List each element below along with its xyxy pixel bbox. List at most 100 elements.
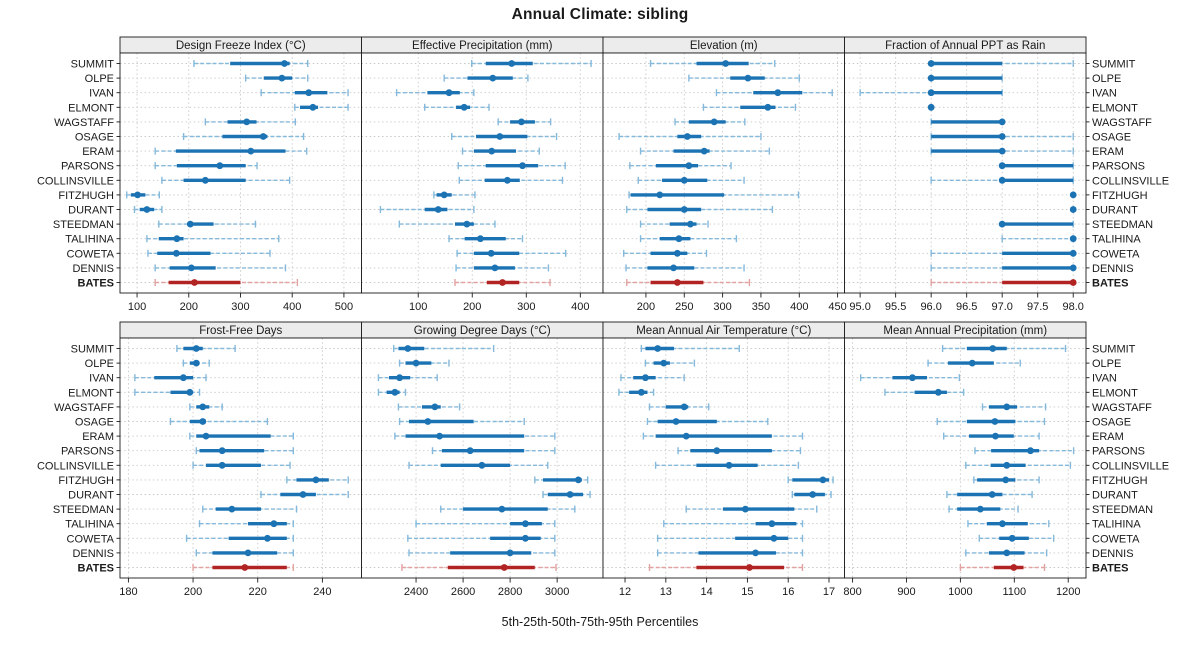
median-dot xyxy=(218,461,226,469)
site-label-right: DENNIS xyxy=(1092,263,1134,275)
median-dot xyxy=(670,264,677,272)
median-dot xyxy=(770,534,778,542)
median-dot xyxy=(991,418,999,425)
median-dot xyxy=(927,74,935,82)
median-dot xyxy=(259,133,267,140)
median-dot xyxy=(434,206,442,213)
site-label-right: ERAM xyxy=(1092,146,1124,158)
median-dot xyxy=(566,491,574,498)
median-dot xyxy=(989,345,997,352)
site-label-left: COWETA xyxy=(67,533,115,545)
site-label-right: FITZHUGH xyxy=(1092,190,1148,202)
site-label-left: PARSONS xyxy=(61,446,114,458)
median-dot xyxy=(312,476,320,484)
site-label-right: COWETA xyxy=(1092,248,1140,260)
panel-bg xyxy=(844,338,1086,578)
site-label-left: BATES xyxy=(78,563,114,575)
median-dot xyxy=(518,118,525,126)
median-dot xyxy=(642,374,649,382)
x-tick-label: 900 xyxy=(897,586,915,598)
x-tick-label: 96.0 xyxy=(920,301,941,313)
x-tick-label: 100 xyxy=(128,301,146,313)
median-dot xyxy=(247,147,255,155)
median-dot xyxy=(179,374,187,382)
x-tick-label: 200 xyxy=(180,301,198,313)
median-dot xyxy=(1003,461,1011,469)
site-label-right: WAGSTAFF xyxy=(1092,402,1152,414)
median-dot xyxy=(431,403,439,411)
median-dot xyxy=(519,162,526,170)
median-dot xyxy=(1002,476,1010,484)
median-dot xyxy=(460,103,468,111)
site-label-right: BATES xyxy=(1092,278,1128,290)
site-label-left: STEEDMAN xyxy=(53,219,114,231)
median-dot xyxy=(680,403,688,411)
median-dot xyxy=(909,374,916,382)
median-dot xyxy=(478,461,486,469)
strip-title: Growing Degree Days (°C) xyxy=(414,325,551,337)
x-tick-label: 350 xyxy=(752,301,770,313)
site-label-left: IVAN xyxy=(89,373,114,385)
strip-title: Design Freeze Index (°C) xyxy=(176,40,306,52)
site-label-left: STEEDMAN xyxy=(53,504,114,516)
site-label-left: OSAGE xyxy=(75,417,114,429)
x-tick-label: 16 xyxy=(782,586,794,598)
site-label-right: ELMONT xyxy=(1092,387,1138,399)
median-dot xyxy=(656,191,664,199)
x-tick-label: 180 xyxy=(119,586,137,598)
median-dot xyxy=(412,359,420,367)
strip-title: Fraction of Annual PPT as Rain xyxy=(885,40,1045,52)
median-dot xyxy=(1003,549,1011,557)
median-dot xyxy=(998,118,1006,126)
x-tick-label: 96.5 xyxy=(956,301,977,313)
median-dot xyxy=(424,418,432,425)
median-dot xyxy=(391,388,399,396)
chart-title: Annual Climate: sibling xyxy=(511,6,689,23)
median-dot xyxy=(764,103,772,111)
median-dot xyxy=(675,235,683,243)
x-tick-label: 200 xyxy=(184,586,202,598)
site-label-right: TALIHINA xyxy=(1092,519,1141,531)
site-label-left: TALIHINA xyxy=(65,234,114,246)
x-tick-label: 400 xyxy=(571,301,589,313)
median-dot xyxy=(998,162,1006,170)
site-label-left: ELMONT xyxy=(68,102,114,114)
site-label-right: IVAN xyxy=(1092,373,1117,385)
site-label-right: BATES xyxy=(1092,563,1128,575)
median-dot xyxy=(508,60,516,67)
median-dot xyxy=(281,60,288,67)
median-dot xyxy=(744,74,752,82)
median-dot xyxy=(199,403,207,411)
median-dot xyxy=(1003,403,1011,411)
median-dot xyxy=(404,345,412,352)
median-dot xyxy=(683,133,691,140)
median-dot xyxy=(680,176,688,184)
median-dot xyxy=(1069,279,1077,286)
site-label-left: TALIHINA xyxy=(65,519,114,531)
x-tick-label: 250 xyxy=(675,301,693,313)
site-label-left: ERAM xyxy=(82,431,114,443)
panel-bg xyxy=(120,338,362,578)
median-dot xyxy=(305,89,313,97)
median-dot xyxy=(216,162,224,170)
median-dot xyxy=(819,476,827,484)
median-dot xyxy=(1069,191,1077,199)
median-dot xyxy=(927,103,935,111)
site-label-left: OSAGE xyxy=(75,132,114,144)
panel-bg xyxy=(844,53,1086,293)
median-dot xyxy=(680,206,688,213)
site-label-left: OLPE xyxy=(85,358,114,370)
site-label-right: COLLINSVILLE xyxy=(1092,175,1169,187)
x-tick-label: 2800 xyxy=(498,586,522,598)
median-dot xyxy=(725,461,733,469)
site-label-left: FITZHUGH xyxy=(58,190,114,202)
x-tick-label: 97.5 xyxy=(1027,301,1048,313)
site-label-right: OSAGE xyxy=(1092,417,1131,429)
site-label-right: STEEDMAN xyxy=(1092,504,1153,516)
median-dot xyxy=(998,147,1006,155)
site-label-left: DURANT xyxy=(68,490,114,502)
site-label-right: WAGSTAFF xyxy=(1092,117,1152,129)
median-dot xyxy=(192,345,200,352)
median-dot xyxy=(927,60,935,67)
